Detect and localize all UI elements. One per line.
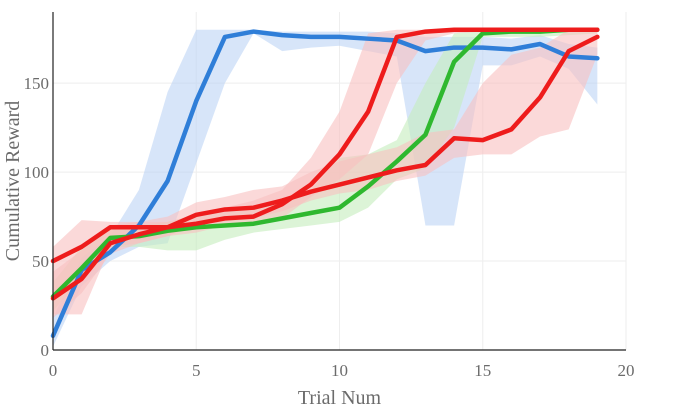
series-4-band bbox=[53, 29, 598, 318]
x-axis-label: Trial Num bbox=[298, 387, 382, 409]
series-1-band bbox=[53, 29, 598, 347]
x-tick-label: 10 bbox=[331, 361, 348, 380]
y-axis-label: Cumulative Reward bbox=[2, 101, 24, 262]
series-1-line bbox=[50, 29, 600, 339]
x-tick-label: 5 bbox=[192, 361, 201, 380]
series-4-line bbox=[50, 27, 600, 301]
series-2-band bbox=[53, 29, 598, 311]
axes bbox=[52, 12, 626, 351]
y-tick-label: 0 bbox=[41, 341, 50, 360]
series-lines bbox=[50, 27, 600, 339]
series-3-line bbox=[50, 34, 600, 264]
x-tick-label: 15 bbox=[474, 361, 491, 380]
x-tick-label: 0 bbox=[49, 361, 58, 380]
y-tick-label: 150 bbox=[24, 74, 50, 93]
y-tick-label: 100 bbox=[24, 163, 50, 182]
x-tick-label: 20 bbox=[618, 361, 635, 380]
y-tick-label: 50 bbox=[32, 252, 49, 271]
tick-labels: 0 5 10 15 20 0 50 100 150 bbox=[24, 74, 635, 380]
